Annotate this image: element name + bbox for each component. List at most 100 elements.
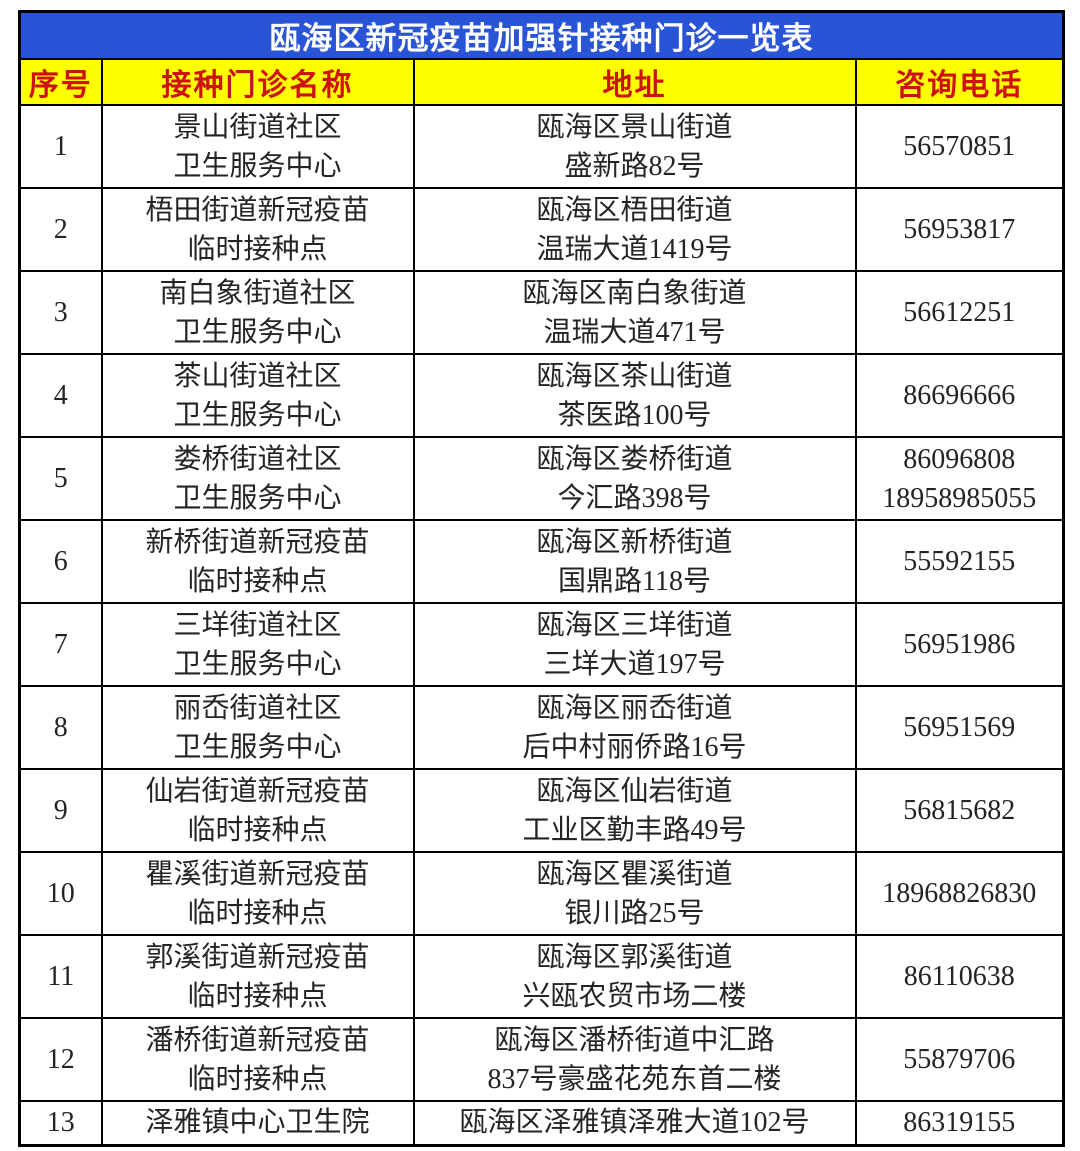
table-row: 12 潘桥街道新冠疫苗 临时接种点 瓯海区潘桥街道中汇路 837号豪盛花苑东首二楼 … [18,1017,1065,1102]
address-line: 三垟大道197号 [543,648,726,680]
cell-clinic-name: 潘桥街道新冠疫苗 临时接种点 [100,1017,415,1102]
address-line: 瓯海区郭溪街道 [536,941,733,973]
clinic-name-line: 卫生服务中心 [173,731,342,763]
cell-phone: 56570851 [854,104,1065,189]
phone-line: 56951569 [903,712,1016,743]
column-header-clinic-name: 接种门诊名称 [100,58,415,106]
cell-serial: 2 [18,187,103,272]
table-title-row: 瓯海区新冠疫苗加强针接种门诊一览表 [18,10,1065,60]
address-line: 温瑞大道1419号 [536,233,733,265]
address-line: 瓯海区瞿溪街道 [536,858,733,890]
clinic-name-line: 卫生服务中心 [173,399,342,431]
cell-address: 瓯海区泽雅镇泽雅大道102号 [412,1100,857,1146]
address-line: 瓯海区仙岩街道 [536,775,733,807]
table-row: 9 仙岩街道新冠疫苗 临时接种点 瓯海区仙岩街道 工业区勤丰路49号 5681568… [18,768,1065,853]
clinic-name-line: 卫生服务中心 [173,316,342,348]
clinic-name-line: 丽岙街道社区 [173,692,342,724]
cell-phone: 86110638 [854,934,1065,1019]
phone-line: 55592155 [903,546,1016,577]
clinic-name-line: 临时接种点 [187,814,328,846]
clinic-name-line: 景山街道社区 [173,111,342,143]
phone-line: 56612251 [903,297,1016,328]
phone-line: 55879706 [903,1044,1016,1075]
address-line: 瓯海区三垟街道 [536,609,733,641]
clinic-name-line: 临时接种点 [187,1063,328,1095]
cell-phone: 86096808 18958985055 [854,436,1065,521]
table-header-row: 序号 接种门诊名称 地址 咨询电话 [18,58,1065,106]
table-row: 4 茶山街道社区 卫生服务中心 瓯海区茶山街道 茶医路100号 86696666 [18,353,1065,438]
cell-serial: 3 [18,270,103,355]
cell-clinic-name: 郭溪街道新冠疫苗 临时接种点 [100,934,415,1019]
column-header-phone: 咨询电话 [854,58,1065,106]
cell-address: 瓯海区南白象街道 温瑞大道471号 [412,270,857,355]
cell-phone: 56953817 [854,187,1065,272]
table-row: 1 景山街道社区 卫生服务中心 瓯海区景山街道 盛新路82号 56570851 [18,104,1065,189]
table-row: 11 郭溪街道新冠疫苗 临时接种点 瓯海区郭溪街道 兴瓯农贸市场二楼 8611063… [18,934,1065,1019]
table-row: 10 瞿溪街道新冠疫苗 临时接种点 瓯海区瞿溪街道 银川路25号 189688268… [18,851,1065,936]
page-title: 瓯海区新冠疫苗加强针接种门诊一览表 [18,10,1065,60]
phone-line: 56953817 [903,214,1016,245]
address-line: 瓯海区梧田街道 [536,194,733,226]
cell-phone: 56815682 [854,768,1065,853]
address-line: 盛新路82号 [564,150,705,182]
cell-serial: 12 [18,1017,103,1102]
cell-clinic-name: 丽岙街道社区 卫生服务中心 [100,685,415,770]
cell-address: 瓯海区新桥街道 国鼎路118号 [412,519,857,604]
clinic-name-line: 临时接种点 [187,897,328,929]
address-line: 兴瓯农贸市场二楼 [522,980,747,1012]
cell-address: 瓯海区仙岩街道 工业区勤丰路49号 [412,768,857,853]
cell-clinic-name: 景山街道社区 卫生服务中心 [100,104,415,189]
cell-serial: 6 [18,519,103,604]
cell-phone: 86319155 [854,1100,1065,1146]
cell-clinic-name: 泽雅镇中心卫生院 [100,1100,415,1146]
column-header-serial: 序号 [18,58,103,106]
phone-line: 86110638 [903,961,1015,992]
clinic-name-line: 卫生服务中心 [173,648,342,680]
cell-phone: 55879706 [854,1017,1065,1102]
column-header-address: 地址 [412,58,857,106]
phone-line: 86096808 [903,443,1016,475]
clinic-name-line: 梧田街道新冠疫苗 [145,194,370,226]
cell-address: 瓯海区梧田街道 温瑞大道1419号 [412,187,857,272]
phone-line: 56570851 [903,131,1016,162]
phone-line: 86696666 [903,380,1016,411]
cell-address: 瓯海区丽岙街道 后中村丽侨路16号 [412,685,857,770]
address-line: 今汇路398号 [557,482,712,514]
clinic-name-line: 卫生服务中心 [173,482,342,514]
cell-serial: 8 [18,685,103,770]
cell-serial: 1 [18,104,103,189]
address-line: 茶医路100号 [557,399,712,431]
cell-clinic-name: 南白象街道社区 卫生服务中心 [100,270,415,355]
phone-line: 18968826830 [882,878,1037,909]
clinic-table: 瓯海区新冠疫苗加强针接种门诊一览表 序号 接种门诊名称 地址 咨询电话 1 景山… [18,10,1065,1147]
phone-line: 56951986 [903,629,1016,660]
cell-address: 瓯海区三垟街道 三垟大道197号 [412,602,857,687]
clinic-name-line: 三垟街道社区 [173,609,342,641]
table-row: 2 梧田街道新冠疫苗 临时接种点 瓯海区梧田街道 温瑞大道1419号 5695381… [18,187,1065,272]
cell-serial: 9 [18,768,103,853]
clinic-name-line: 娄桥街道社区 [173,443,342,475]
cell-clinic-name: 新桥街道新冠疫苗 临时接种点 [100,519,415,604]
clinic-name-line: 潘桥街道新冠疫苗 [145,1024,370,1056]
table-row: 6 新桥街道新冠疫苗 临时接种点 瓯海区新桥街道 国鼎路118号 55592155 [18,519,1065,604]
cell-phone: 56951569 [854,685,1065,770]
table-row: 5 娄桥街道社区 卫生服务中心 瓯海区娄桥街道 今汇路398号 86096808 18… [18,436,1065,521]
cell-address: 瓯海区瞿溪街道 银川路25号 [412,851,857,936]
address-line: 温瑞大道471号 [543,316,726,348]
cell-serial: 13 [18,1100,103,1146]
cell-address: 瓯海区茶山街道 茶医路100号 [412,353,857,438]
cell-clinic-name: 仙岩街道新冠疫苗 临时接种点 [100,768,415,853]
clinic-name-line: 临时接种点 [187,233,328,265]
clinic-name-line: 临时接种点 [187,565,328,597]
cell-address: 瓯海区郭溪街道 兴瓯农贸市场二楼 [412,934,857,1019]
address-line: 后中村丽侨路16号 [522,731,747,763]
cell-serial: 7 [18,602,103,687]
cell-clinic-name: 瞿溪街道新冠疫苗 临时接种点 [100,851,415,936]
cell-serial: 10 [18,851,103,936]
clinic-name-line: 泽雅镇中心卫生院 [145,1107,370,1139]
phone-line: 86319155 [903,1107,1016,1139]
address-line: 瓯海区茶山街道 [536,360,733,392]
clinic-name-line: 郭溪街道新冠疫苗 [145,941,370,973]
cell-address: 瓯海区潘桥街道中汇路 837号豪盛花苑东首二楼 [412,1017,857,1102]
cell-address: 瓯海区娄桥街道 今汇路398号 [412,436,857,521]
